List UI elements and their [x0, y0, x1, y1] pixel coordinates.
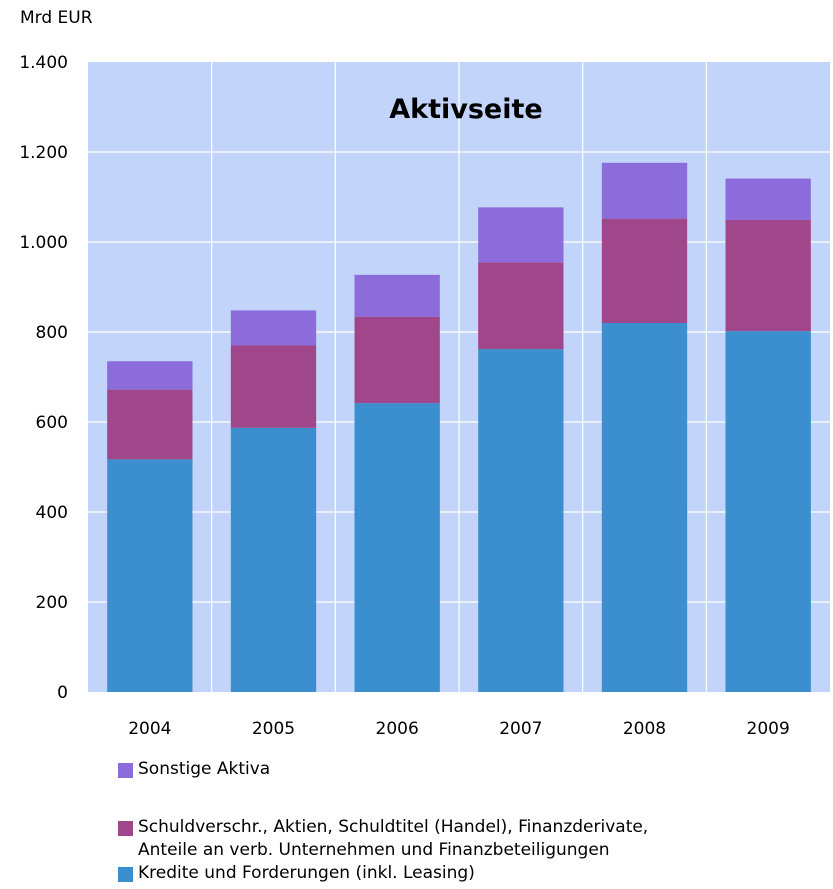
x-tick-label: 2005 — [252, 719, 295, 739]
bar-segment-2004-series-1 — [107, 389, 193, 460]
bar-segment-2007-series-1 — [478, 262, 564, 350]
y-tick-label: 800 — [36, 323, 68, 343]
bar-segment-2009-series-2 — [725, 178, 811, 220]
bar-segment-2006-series-2 — [354, 274, 440, 317]
bar-segment-2007-series-0 — [478, 349, 564, 692]
bar-segment-2009-series-0 — [725, 331, 811, 692]
legend-label: Sonstige Aktiva — [138, 759, 271, 779]
bar-segment-2008-series-1 — [601, 218, 688, 323]
y-tick-label: 1.000 — [19, 233, 68, 253]
x-tick-label: 2007 — [499, 719, 542, 739]
y-tick-label: 400 — [36, 503, 68, 523]
y-tick-label: 1.400 — [19, 53, 68, 73]
bar-segment-2005-series-0 — [230, 427, 317, 692]
legend-item: Sonstige Aktiva — [118, 758, 270, 781]
chart-title: Aktivseite — [389, 94, 542, 125]
bar-segment-2005-series-1 — [230, 345, 317, 428]
bar-segment-2005-series-2 — [230, 310, 317, 346]
legend-label: Schuldverschr., Aktien, Schuldtitel (Han… — [138, 817, 649, 860]
y-tick-label: 600 — [36, 413, 68, 433]
bar-segment-2007-series-2 — [478, 207, 564, 263]
y-tick-label: 0 — [57, 683, 68, 703]
bar-segment-2006-series-0 — [354, 403, 440, 692]
legend-swatch — [118, 867, 133, 882]
bar-segment-2004-series-2 — [107, 361, 193, 390]
x-tick-label: 2009 — [747, 719, 790, 739]
bar-segment-2008-series-2 — [601, 162, 688, 219]
legend-swatch — [118, 763, 133, 778]
y-tick-label: 200 — [36, 593, 68, 613]
x-tick-label: 2004 — [128, 719, 171, 739]
y-axis-unit-label: Mrd EUR — [20, 8, 93, 28]
bar-segment-2009-series-1 — [725, 219, 811, 332]
bar-segment-2008-series-0 — [601, 323, 688, 692]
x-tick-label: 2006 — [376, 719, 419, 739]
bar-segment-2004-series-0 — [107, 459, 193, 692]
y-tick-label: 1.200 — [19, 143, 68, 163]
x-tick-label: 2008 — [623, 719, 666, 739]
legend-label: Kredite und Forderungen (inkl. Leasing) — [138, 863, 475, 883]
legend-swatch — [118, 821, 133, 836]
legend-item: Kredite und Forderungen (inkl. Leasing) — [118, 862, 475, 885]
plot-area: 0 200 400 600 800 1.000 1.200 1.400 2004 2005 2006… — [19, 53, 830, 739]
bar-segment-2006-series-1 — [354, 316, 440, 404]
legend-item: Schuldverschr., Aktien, Schuldtitel (Han… — [118, 816, 648, 862]
